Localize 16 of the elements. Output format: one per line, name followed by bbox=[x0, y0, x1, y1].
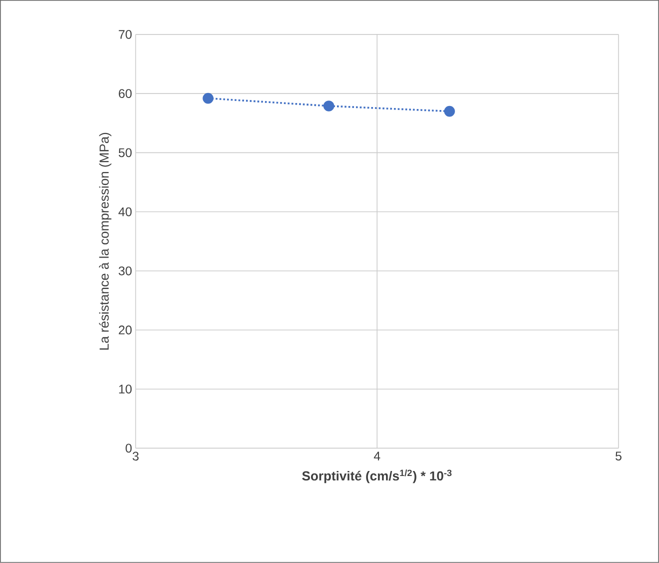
point bbox=[444, 106, 455, 117]
x-tick-label: 5 bbox=[616, 452, 622, 461]
y-tick-label: 20 bbox=[118, 326, 132, 335]
y-tick-label: 40 bbox=[118, 207, 132, 216]
y-tick-label: 10 bbox=[119, 384, 132, 394]
y-tick-label: 70 bbox=[118, 30, 132, 39]
x-tick-label: 4 bbox=[374, 452, 380, 460]
y-axis-title: La résistance à la compression (MPa) bbox=[99, 132, 112, 350]
point bbox=[323, 100, 334, 112]
x-tick-label: 3 bbox=[132, 452, 139, 461]
y-tick-label: 30 bbox=[118, 266, 132, 276]
x-axis-title: Sorptivité (cm/s$^{1/2}$) * 10$^{-3}$ bbox=[302, 470, 452, 484]
point bbox=[202, 92, 214, 104]
y-tick-label: 60 bbox=[118, 89, 132, 98]
y-tick-label: 50 bbox=[118, 148, 132, 158]
y-tick-label: 0 bbox=[126, 444, 132, 453]
